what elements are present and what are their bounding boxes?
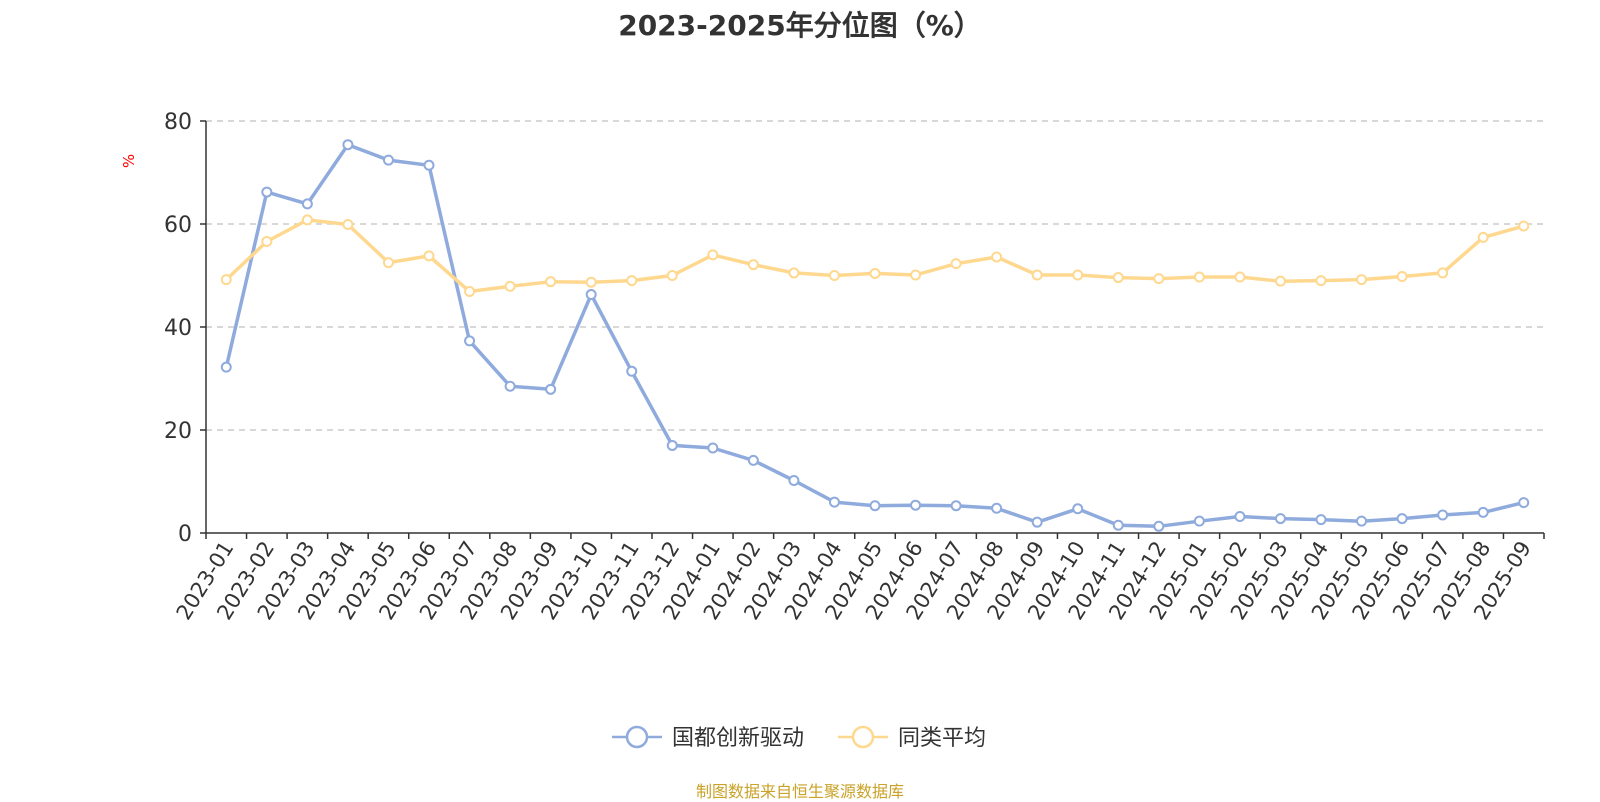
legend-marker-icon [625, 725, 649, 749]
data-point [666, 439, 678, 451]
y-tick-label: 0 [178, 522, 192, 547]
data-point [788, 474, 800, 486]
data-point [301, 198, 313, 210]
data-point [991, 251, 1003, 263]
data-point [1153, 273, 1165, 285]
y-tick-label: 60 [164, 213, 192, 238]
data-point [382, 154, 394, 166]
data-point [1193, 515, 1205, 527]
legend-label: 国都创新驱动 [672, 726, 804, 751]
data-point [464, 335, 476, 347]
data-point [1274, 513, 1286, 525]
data-point [545, 276, 557, 288]
data-point [585, 289, 597, 301]
data-point [666, 270, 678, 281]
data-point [1193, 271, 1205, 283]
data-point [1356, 515, 1368, 527]
data-point [585, 276, 597, 288]
data-point [1274, 275, 1286, 287]
series-line [225, 218, 1525, 294]
data-point [545, 383, 557, 395]
data-point [991, 502, 1003, 514]
data-point [342, 139, 354, 151]
data-point [301, 214, 313, 226]
legend-item-1: 国都创新驱动 [612, 725, 804, 751]
legend-item-2: 同类平均 [838, 725, 986, 751]
data-point [1437, 267, 1449, 279]
data-point [220, 274, 232, 286]
data-point [1437, 509, 1449, 521]
data-point [707, 249, 719, 261]
data-point [747, 454, 759, 466]
data-point [1234, 511, 1246, 523]
data-point [1477, 506, 1489, 518]
data-point [464, 285, 476, 297]
data-point [1396, 271, 1408, 283]
data-point [261, 236, 273, 248]
data-point [1477, 231, 1489, 243]
y-axis-unit-label: % [120, 153, 139, 169]
data-point [1031, 516, 1043, 528]
data-point [261, 186, 273, 198]
data-point [910, 269, 922, 281]
data-point [1315, 514, 1327, 526]
data-point [788, 267, 800, 279]
series-1 [220, 139, 1530, 532]
data-point [504, 380, 516, 392]
data-point [1072, 503, 1084, 515]
data-point [626, 365, 638, 377]
data-point [828, 270, 840, 281]
data-source-note: 制图数据来自恒生聚源数据库 [695, 782, 904, 801]
data-point [828, 496, 840, 508]
line-chart: 0204060802023-012023-022023-032023-04202… [164, 110, 1545, 751]
series-2 [220, 214, 1530, 297]
legend-label: 同类平均 [898, 726, 986, 751]
data-point [382, 257, 394, 269]
data-point [1031, 269, 1043, 281]
data-point [1153, 520, 1165, 532]
data-point [1112, 519, 1124, 531]
data-point [423, 159, 435, 171]
chart-title: 2023-2025年分位图（%） [618, 9, 982, 42]
data-point [869, 267, 881, 279]
data-point [910, 499, 922, 511]
data-point [707, 442, 719, 454]
data-point [1518, 220, 1530, 232]
y-tick-label: 40 [164, 316, 192, 341]
data-point [1396, 513, 1408, 525]
data-point [1234, 271, 1246, 283]
y-tick-label: 80 [164, 110, 192, 135]
data-point [220, 361, 232, 373]
data-point [1518, 497, 1530, 509]
legend-marker-icon [851, 725, 875, 749]
data-point [1315, 275, 1327, 287]
data-point [950, 500, 962, 512]
data-point [747, 259, 759, 271]
data-point [504, 280, 516, 292]
data-point [423, 250, 435, 262]
data-point [342, 219, 354, 231]
data-point [1072, 269, 1084, 281]
data-point [1112, 272, 1124, 284]
data-point [869, 500, 881, 512]
y-tick-label: 20 [164, 419, 192, 444]
data-point [626, 275, 638, 287]
series-line [224, 142, 1525, 529]
data-point [1356, 274, 1368, 286]
data-point [950, 258, 962, 270]
